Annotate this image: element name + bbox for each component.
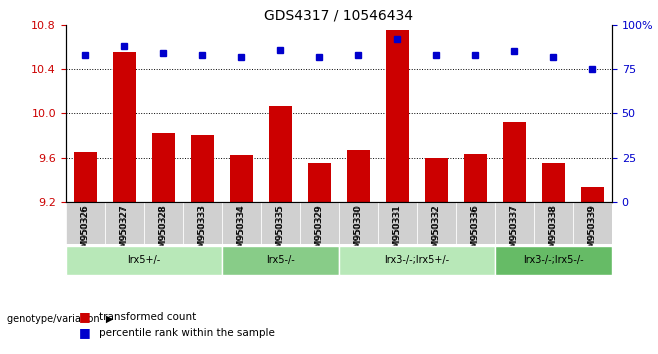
Text: GSM950333: GSM950333	[198, 204, 207, 259]
Text: GSM950328: GSM950328	[159, 204, 168, 259]
Text: GSM950335: GSM950335	[276, 204, 285, 259]
Text: GSM950337: GSM950337	[510, 204, 519, 259]
Text: percentile rank within the sample: percentile rank within the sample	[99, 328, 274, 338]
FancyBboxPatch shape	[339, 246, 495, 274]
Text: lrx3-/-;lrx5-/-: lrx3-/-;lrx5-/-	[523, 255, 584, 265]
FancyBboxPatch shape	[495, 246, 612, 274]
Title: GDS4317 / 10546434: GDS4317 / 10546434	[265, 8, 413, 22]
Bar	[74, 152, 97, 202]
Text: ■: ■	[79, 310, 91, 323]
Text: GSM950334: GSM950334	[237, 205, 246, 260]
FancyBboxPatch shape	[261, 202, 300, 244]
Bar	[151, 133, 175, 202]
Text: GSM950337: GSM950337	[510, 205, 519, 260]
Text: GSM950328: GSM950328	[159, 205, 168, 260]
Bar	[503, 122, 526, 202]
Text: GSM950327: GSM950327	[120, 204, 129, 259]
FancyBboxPatch shape	[183, 202, 222, 244]
Text: GSM950339: GSM950339	[588, 205, 597, 260]
Text: GSM950329: GSM950329	[315, 204, 324, 259]
Text: ■: ■	[79, 326, 91, 339]
FancyBboxPatch shape	[573, 202, 612, 244]
Text: GSM950329: GSM950329	[315, 205, 324, 260]
FancyBboxPatch shape	[66, 202, 105, 244]
Text: GSM950336: GSM950336	[471, 204, 480, 259]
FancyBboxPatch shape	[105, 202, 144, 244]
Text: GSM950339: GSM950339	[588, 204, 597, 259]
Bar	[464, 154, 487, 202]
Text: transformed count: transformed count	[99, 312, 196, 322]
Bar	[308, 163, 331, 202]
Text: lrx3-/-;lrx5+/-: lrx3-/-;lrx5+/-	[384, 255, 449, 265]
Text: lrx5-/-: lrx5-/-	[266, 255, 295, 265]
Text: GSM950332: GSM950332	[432, 205, 441, 260]
Text: GSM950331: GSM950331	[393, 204, 402, 259]
Bar	[581, 187, 604, 202]
Text: GSM950336: GSM950336	[471, 205, 480, 260]
Text: GSM950327: GSM950327	[120, 205, 129, 260]
Text: GSM950332: GSM950332	[432, 204, 441, 259]
FancyBboxPatch shape	[222, 202, 261, 244]
FancyBboxPatch shape	[300, 202, 339, 244]
Text: lrx5+/-: lrx5+/-	[127, 255, 161, 265]
Text: GSM950330: GSM950330	[354, 204, 363, 259]
FancyBboxPatch shape	[495, 202, 534, 244]
FancyBboxPatch shape	[144, 202, 183, 244]
Bar	[268, 105, 292, 202]
Text: GSM950334: GSM950334	[237, 204, 246, 259]
Text: genotype/variation  ▶: genotype/variation ▶	[7, 314, 113, 324]
Bar	[542, 163, 565, 202]
Text: GSM950326: GSM950326	[81, 205, 89, 260]
Text: GSM950333: GSM950333	[198, 205, 207, 260]
FancyBboxPatch shape	[534, 202, 573, 244]
Text: GSM950326: GSM950326	[81, 204, 89, 259]
Text: GSM950331: GSM950331	[393, 205, 402, 260]
Bar	[424, 158, 448, 202]
FancyBboxPatch shape	[456, 202, 495, 244]
FancyBboxPatch shape	[378, 202, 417, 244]
Text: GSM950338: GSM950338	[549, 205, 558, 260]
Text: GSM950330: GSM950330	[354, 205, 363, 260]
FancyBboxPatch shape	[66, 246, 222, 274]
Bar	[230, 155, 253, 202]
Bar	[386, 30, 409, 202]
FancyBboxPatch shape	[339, 202, 378, 244]
Text: GSM950335: GSM950335	[276, 205, 285, 260]
Bar	[113, 52, 136, 202]
FancyBboxPatch shape	[222, 246, 339, 274]
Bar	[191, 135, 214, 202]
FancyBboxPatch shape	[417, 202, 456, 244]
Bar	[347, 150, 370, 202]
Text: GSM950338: GSM950338	[549, 204, 558, 259]
